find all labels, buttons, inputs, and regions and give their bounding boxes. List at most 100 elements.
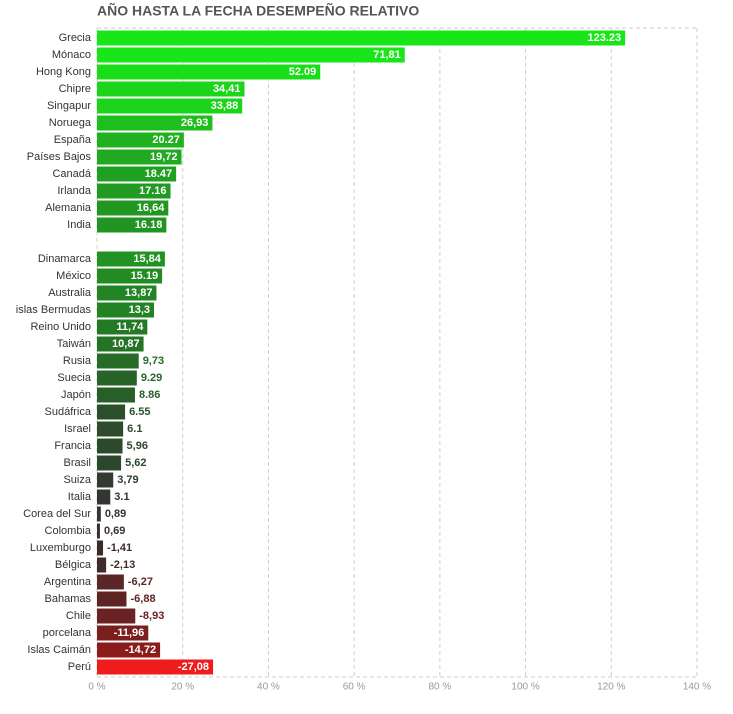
bar [97,98,243,114]
category-label: Países Bajos [27,151,92,163]
category-label: Israel [64,423,91,435]
value-label: 71,81 [373,49,401,61]
value-label: 10,87 [112,338,140,350]
bar [97,404,126,420]
value-label: 3,79 [117,474,138,486]
x-tick-label: 60 % [343,682,366,693]
bar [97,166,177,182]
bar [97,251,165,267]
category-label: Hong Kong [36,66,91,78]
value-label: 5,62 [125,457,146,469]
bar [97,540,104,556]
x-tick-label: 40 % [257,682,280,693]
category-label: islas Bermudas [16,304,92,316]
x-tick-label: 0 % [88,682,105,693]
value-label: 16.18 [135,219,163,231]
x-tick-label: 80 % [428,682,451,693]
bar [97,64,321,80]
category-label: porcelana [43,627,92,639]
category-label: Corea del Sur [23,508,91,520]
value-label: 9,73 [143,355,164,367]
value-label: 5,96 [127,440,148,452]
category-label: Islas Caimán [27,644,91,656]
value-label: 17.16 [139,185,167,197]
value-label: -6,27 [128,576,153,588]
bar [97,149,182,165]
bar [97,200,169,216]
category-label: Chile [66,610,91,622]
value-label: -8,93 [139,610,164,622]
category-label: Noruega [49,117,92,129]
category-label: Sudáfrica [45,406,92,418]
value-label: 13,87 [125,287,153,299]
category-label: Taiwán [57,338,91,350]
bar [97,574,124,590]
category-label: Brasil [63,457,91,469]
category-label: Luxemburgo [30,542,91,554]
value-label: 9.29 [141,372,162,384]
category-label: Reino Unido [30,321,91,333]
bar [97,421,124,437]
category-label: Colombia [45,525,92,537]
category-label: Suecia [57,372,92,384]
value-label: 18.47 [145,168,173,180]
value-label: 8.86 [139,389,160,401]
category-label: Argentina [44,576,92,588]
value-label: 6.55 [129,406,150,418]
value-label: -11,96 [114,627,145,639]
bar [97,336,144,352]
bar [97,183,171,199]
category-label: Canadá [52,168,91,180]
category-label: Australia [48,287,92,299]
value-label: 3.1 [114,491,129,503]
bar [97,217,167,233]
bar [97,557,107,573]
bar [97,47,405,63]
value-label: 15,84 [133,253,161,265]
bar [97,370,137,386]
x-tick-label: 20 % [171,682,194,693]
value-label: 11,74 [116,321,144,333]
category-label: Japón [61,389,91,401]
value-label: -2,13 [110,559,135,571]
value-label: -27,08 [178,661,209,673]
value-label: 52.09 [289,66,317,78]
bar [97,591,127,607]
value-label: -6,88 [130,593,155,605]
x-tick-label: 140 % [683,682,711,693]
value-label: 123.23 [587,32,621,44]
category-label: Perú [68,661,91,673]
category-label: Francia [54,440,92,452]
bar [97,115,213,131]
category-label: Grecia [59,32,92,44]
value-label: 33,88 [211,100,239,112]
bar [97,132,184,148]
bar [97,489,111,505]
bar [97,268,163,284]
value-label: 20.27 [152,134,180,146]
category-label: Rusia [63,355,92,367]
value-label: -14,72 [125,644,156,656]
x-tick-label: 100 % [511,682,539,693]
category-label: Bélgica [55,559,92,571]
category-label: España [54,134,92,146]
category-label: Singapur [47,100,91,112]
value-label: 15.19 [131,270,159,282]
bar [97,30,626,46]
value-label: 19,72 [150,151,178,163]
value-label: 26,93 [181,117,209,129]
category-label: Irlanda [57,185,92,197]
bar [97,319,148,335]
bar [97,659,214,675]
bar [97,81,245,97]
bar [97,642,161,658]
category-label: India [67,219,92,231]
bar [97,523,100,539]
bar [97,472,114,488]
bar [97,608,136,624]
bar [97,625,149,641]
bar [97,353,139,369]
category-label: Italia [68,491,92,503]
bar [97,387,135,403]
